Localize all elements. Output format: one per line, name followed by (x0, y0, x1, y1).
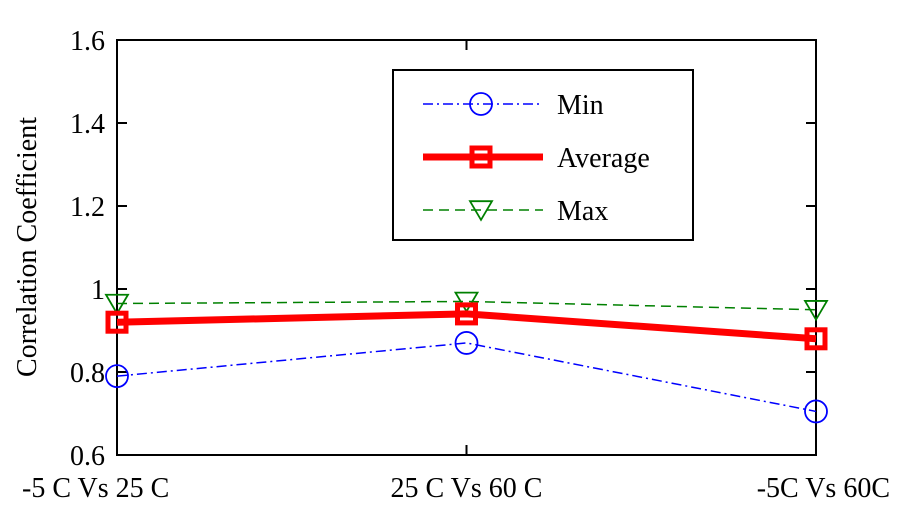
legend-marker (469, 145, 493, 169)
data-point (453, 291, 480, 314)
series-layer (104, 291, 829, 424)
x-axis: -5 C Vs 25 C 25 C Vs 60 C -5C Vs 60C (22, 40, 890, 504)
data-point (105, 364, 129, 389)
y-axis-title: Correlation Coefficient (12, 117, 43, 377)
data-point (105, 310, 129, 334)
data-point (454, 331, 479, 355)
data-point (104, 293, 130, 316)
data-point (455, 302, 478, 326)
data-point (803, 300, 829, 322)
series-line (116, 310, 817, 343)
series-line (116, 300, 817, 311)
y-tick-label: 1 (91, 275, 105, 306)
y-tick-label: 1.2 (70, 192, 105, 223)
legend-item-average: Average (423, 143, 650, 174)
series-max (104, 291, 829, 322)
legend-item-max: Max (423, 196, 608, 227)
x-tick-label: -5C Vs 60C (757, 473, 890, 504)
series-min (105, 331, 828, 424)
legend-label: Min (557, 90, 604, 121)
data-point (804, 399, 828, 424)
y-tick-label: 0.8 (70, 358, 105, 389)
x-tick-label: -5 C Vs 25 C (22, 473, 169, 504)
legend-items: Min Average Max (423, 90, 650, 227)
y-tick-label: 1.6 (70, 26, 105, 57)
legend-item-min: Min (423, 90, 604, 121)
y-tick-label: 0.6 (70, 441, 105, 472)
x-tick-label: 25 C Vs 60 C (391, 473, 543, 504)
legend: Min Average Max (392, 69, 694, 241)
legend-label: Max (557, 196, 608, 227)
y-tick-label: 1.4 (70, 109, 105, 140)
series-average (105, 302, 828, 351)
data-point (804, 327, 828, 351)
series-line (116, 342, 817, 413)
y-axis: 0.6 0.8 1 1.2 1.4 1.6 (70, 26, 816, 472)
legend-marker (468, 200, 494, 222)
legend-marker (469, 92, 493, 116)
legend-label: Average (557, 143, 650, 174)
